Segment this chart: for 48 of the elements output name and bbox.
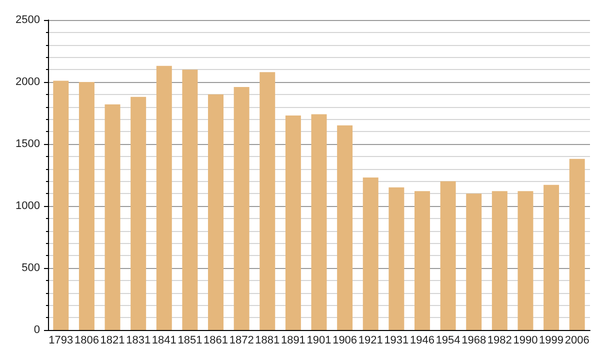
y-tick-label: 2000: [16, 76, 40, 88]
x-tick-label: 1990: [513, 334, 538, 346]
x-tick-label: 1821: [100, 334, 125, 346]
bar: [234, 86, 250, 330]
bar: [414, 191, 430, 330]
x-tick-label: 1954: [436, 334, 460, 346]
bar: [544, 184, 560, 330]
y-tick-label: 2500: [16, 14, 40, 26]
y-tick-label: 0: [34, 324, 40, 336]
x-tick-label: 1861: [204, 334, 228, 346]
x-tick-label: 1999: [539, 334, 564, 346]
y-tick-label: 1500: [16, 138, 40, 150]
x-tick-label: 1931: [384, 334, 409, 346]
x-tick-label: 2006: [564, 334, 590, 346]
bar: [388, 187, 404, 330]
bar: [260, 72, 276, 330]
bar: [208, 94, 224, 330]
bar: [466, 194, 482, 330]
x-tick-label: 1968: [462, 334, 486, 346]
bar: [182, 70, 198, 330]
x-tick-label: 1881: [255, 334, 280, 346]
x-tick-label: 1891: [280, 334, 306, 346]
bar: [518, 191, 534, 330]
x-tick-label: 1982: [487, 334, 512, 346]
bar: [130, 96, 146, 330]
x-tick-label: 1921: [358, 334, 383, 346]
bar: [492, 191, 508, 330]
bar: [337, 125, 353, 330]
x-tick-label: 1872: [229, 334, 254, 346]
y-tick-label: 500: [22, 262, 40, 274]
x-tick-label: 1901: [306, 334, 332, 346]
y-tick-label: 1000: [16, 200, 40, 212]
bar: [78, 82, 94, 330]
x-tick-label: 1851: [178, 334, 202, 346]
bar: [362, 177, 378, 330]
x-tick-label: 1841: [152, 334, 176, 346]
bar: [311, 114, 327, 330]
x-tick-label: 1806: [74, 334, 99, 346]
bar: [440, 181, 456, 330]
x-tick-label: 1906: [332, 334, 358, 346]
bar: [285, 115, 301, 330]
x-tick-label: 1831: [126, 334, 151, 346]
bar: [156, 66, 172, 330]
bar: [569, 158, 585, 330]
bar: [53, 80, 69, 330]
x-tick-label: 1793: [48, 334, 74, 346]
x-tick-label: 1946: [410, 334, 434, 346]
bar: [104, 104, 120, 330]
